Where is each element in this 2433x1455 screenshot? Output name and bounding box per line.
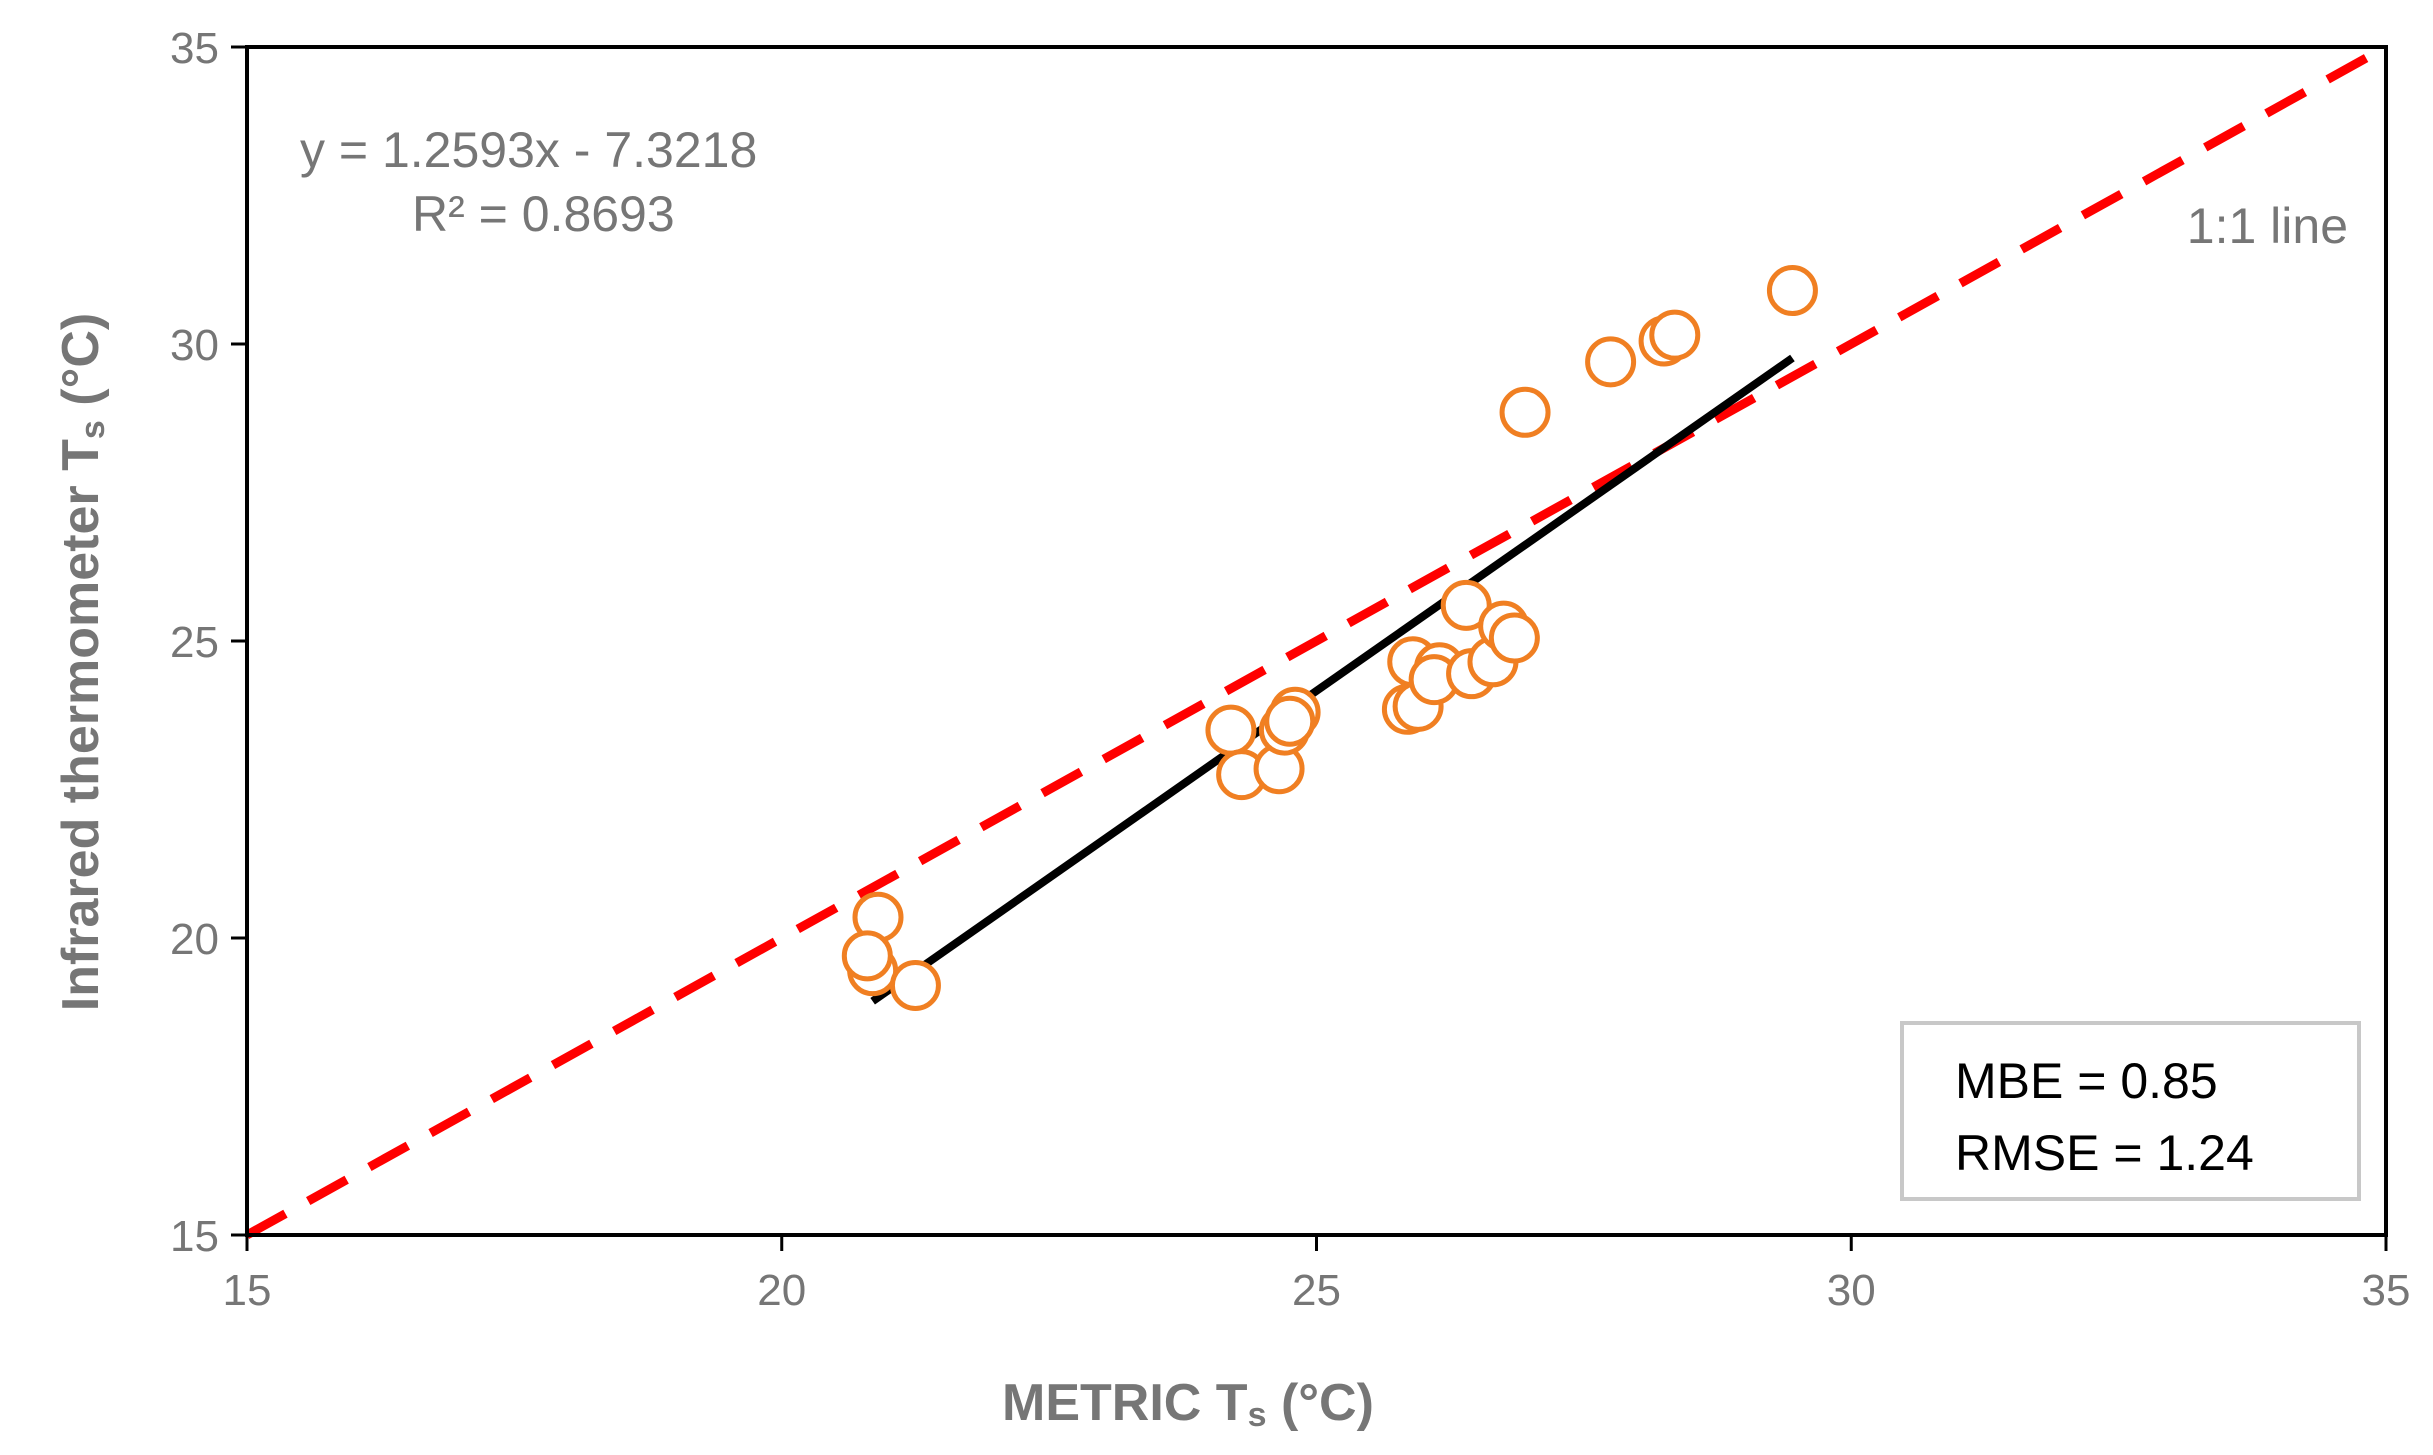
- x-axis-title: METRIC Ts (°C): [1002, 1374, 1374, 1434]
- mbe-label: MBE = 0.85: [1955, 1053, 2218, 1109]
- y-axis-title-main: Infrared thermometer T: [52, 439, 110, 1011]
- y-tick-label: 30: [170, 321, 219, 370]
- x-axis-title-main: METRIC T: [1002, 1374, 1248, 1432]
- x-tick-label: 15: [223, 1266, 272, 1315]
- data-point: [1264, 695, 1316, 747]
- y-tick-label: 20: [170, 915, 219, 964]
- y-axis-title-subscript: s: [74, 420, 112, 439]
- x-axis-ticks: 15 20 25 30 35: [223, 1235, 2411, 1315]
- data-point: [1488, 612, 1540, 664]
- regression-equation: y = 1.2593x - 7.3218: [300, 122, 757, 178]
- data-point: [1205, 704, 1257, 756]
- y-tick-label: 25: [170, 618, 219, 667]
- one-to-one-line: [244, 43, 2389, 1239]
- x-tick-label: 35: [2362, 1266, 2411, 1315]
- y-axis-title-unit: (°C): [52, 313, 110, 420]
- r-squared-label: R² = 0.8693: [412, 186, 675, 242]
- data-points: [841, 265, 1818, 1012]
- x-axis-title-unit: (°C): [1267, 1374, 1374, 1432]
- x-tick-label: 25: [1292, 1266, 1341, 1315]
- data-point: [1766, 265, 1818, 317]
- y-tick-label: 15: [170, 1212, 219, 1261]
- data-point: [889, 960, 941, 1012]
- one-to-one-label: 1:1 line: [2187, 198, 2348, 254]
- x-tick-label: 30: [1827, 1266, 1876, 1315]
- rmse-label: RMSE = 1.24: [1955, 1125, 2254, 1181]
- y-axis-ticks: 15 20 25 30 35: [170, 24, 247, 1261]
- y-axis-title: Infrared thermometer Ts (°C): [52, 313, 112, 1012]
- stats-box: [1900, 1021, 2361, 1201]
- x-axis-title-subscript: s: [1248, 1396, 1267, 1434]
- data-point: [1499, 386, 1551, 438]
- data-point: [1649, 309, 1701, 361]
- data-point: [841, 930, 893, 982]
- x-tick-label: 20: [757, 1266, 806, 1315]
- regression-line: [870, 354, 1795, 1005]
- plot-area: [244, 43, 2389, 1239]
- y-tick-label: 35: [170, 24, 219, 73]
- data-point: [1585, 336, 1637, 388]
